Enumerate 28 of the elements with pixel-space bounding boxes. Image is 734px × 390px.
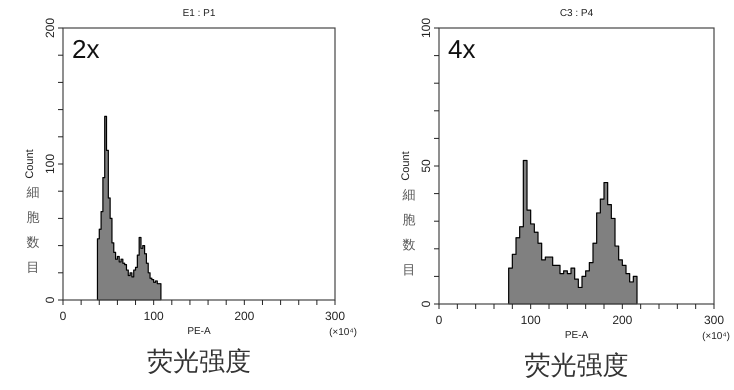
- y-axis-title: Count: [400, 151, 412, 181]
- annotation: 2x: [72, 34, 100, 64]
- text: (×10⁴): [702, 331, 730, 342]
- text: 細胞数目: [26, 184, 40, 275]
- x-axis-title: PE-A: [564, 330, 588, 341]
- y-tick-label: 100: [419, 18, 433, 38]
- chart-title: E1 : P1: [182, 8, 216, 19]
- x-axis-title: PE-A: [187, 326, 211, 337]
- x-tick-label: 200: [234, 309, 255, 323]
- annotation: 4x: [448, 34, 476, 64]
- y-tick-label: 200: [43, 18, 57, 38]
- y-tick-label: 0: [419, 300, 433, 308]
- x-tick-label: 100: [520, 313, 541, 327]
- x-tick-label: 300: [324, 309, 346, 323]
- y-tick-label: 0: [43, 296, 57, 304]
- chart-title: C3 : P4: [560, 8, 594, 19]
- x-tick-label: 0: [436, 313, 443, 327]
- text: 細胞数目: [402, 187, 416, 278]
- x-tick-label: 200: [612, 313, 633, 327]
- x-tick-label: 0: [60, 309, 67, 323]
- x-tick-label: 300: [704, 313, 724, 327]
- y-tick-label: 100: [43, 154, 57, 174]
- y-tick-label: 50: [419, 159, 433, 173]
- text: (×10⁴): [329, 327, 357, 338]
- text: 荧光强度: [147, 346, 251, 376]
- y-axis-title: Count: [24, 149, 36, 179]
- text: 荧光强度: [524, 350, 628, 380]
- x-tick-label: 100: [144, 309, 164, 323]
